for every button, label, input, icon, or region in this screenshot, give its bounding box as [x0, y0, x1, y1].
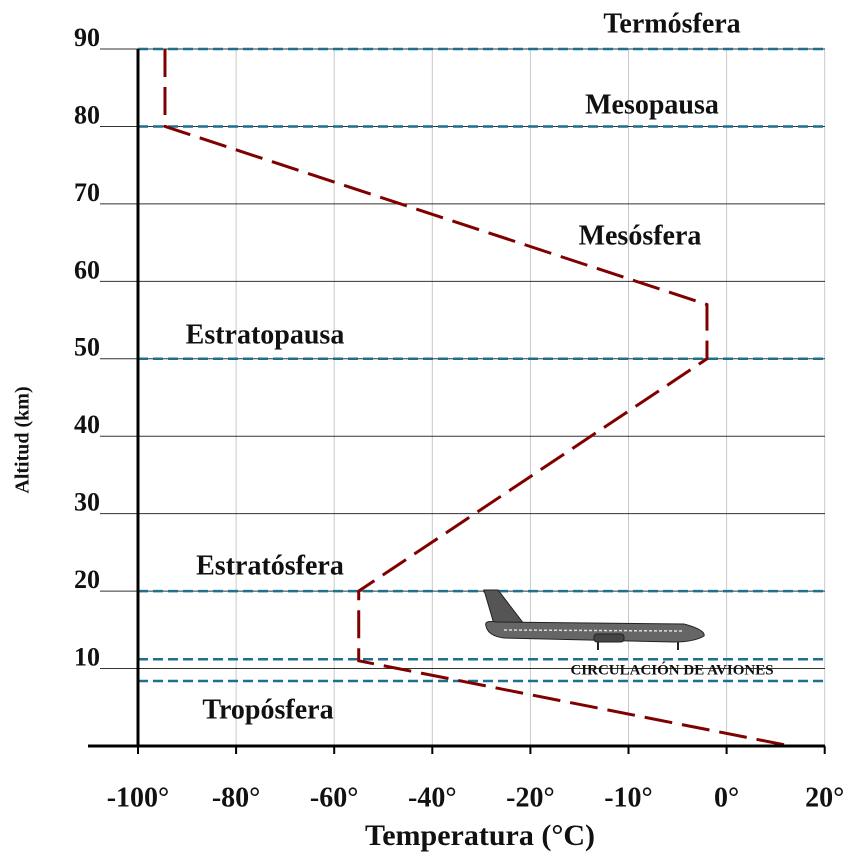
layer-label: Estratósfera: [196, 550, 344, 581]
x-tick-label: -80°: [212, 782, 261, 813]
y-tick-label: 70: [74, 178, 100, 207]
y-tick-label: 10: [74, 643, 100, 672]
layer-label: Tropósfera: [202, 694, 333, 725]
x-axis-label: Temperatura (°C): [365, 819, 595, 852]
x-tick-label: -10°: [604, 782, 653, 813]
y-tick-label: 40: [74, 410, 100, 439]
airplane-icon: [483, 589, 705, 650]
layer-label: Estratopausa: [186, 319, 345, 350]
layer-label: Mesósfera: [579, 220, 702, 251]
x-tick-label: -60°: [310, 782, 359, 813]
x-tick-label: 0°: [714, 782, 739, 813]
plane-tail: [483, 589, 526, 625]
x-tick-label: -100°: [107, 782, 170, 813]
plane-engine: [593, 633, 625, 643]
y-axis-label: Altitud (km): [12, 386, 34, 493]
y-tick-label: 60: [74, 255, 100, 284]
grid: [100, 48, 826, 754]
layer-label: Termósfera: [603, 8, 740, 39]
labels: -100° -80° -60° -40° -20° -10° 0° 20° 10 20 30 40 50…: [74, 8, 844, 813]
y-tick-label: 30: [74, 488, 100, 517]
y-tick-label: 20: [74, 565, 100, 594]
reference-lines: [138, 47, 825, 683]
x-tick-label: -40°: [408, 782, 457, 813]
y-tick-label: 50: [74, 333, 100, 362]
x-tick-label: 20°: [805, 782, 844, 813]
plane-windows: [503, 629, 685, 632]
data-lines: [163, 49, 791, 748]
layer-label: CIRCULACIÓN DE AVIONES: [570, 661, 773, 678]
layer-label: Mesopausa: [585, 89, 719, 120]
x-tick-label: -20°: [506, 782, 555, 813]
plane-body: [485, 621, 705, 643]
temperature-line: [163, 49, 791, 748]
y-tick-label: 90: [74, 23, 100, 52]
y-tick-label: 80: [74, 100, 100, 129]
